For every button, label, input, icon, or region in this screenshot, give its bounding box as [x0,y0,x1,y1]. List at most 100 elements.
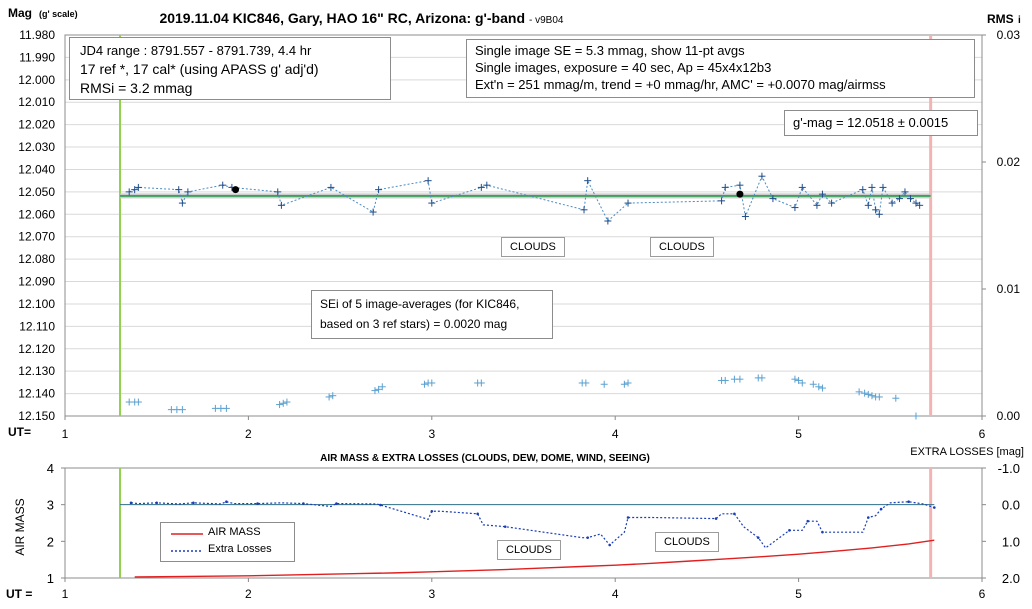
extra-losses-point [586,536,589,539]
magnitude-point [184,188,192,196]
rms-point [222,404,230,412]
rms-point [279,399,287,407]
magnitude-point [888,199,896,207]
plot-frame [64,34,983,417]
rms-point [815,383,823,391]
extra-losses-point [879,507,883,511]
bottom-x-tick-label: 1 [62,587,69,601]
magnitude-point [912,199,920,207]
magnitude-point [175,186,183,194]
bottom-y-tick-label: 2 [47,534,54,549]
y-tick-label: 12.090 [18,275,55,289]
rms-point [620,380,628,388]
x-tick-label: 2 [245,427,252,441]
y2-tick-label: 0.03 [997,28,1021,42]
extra-losses-axis-title: EXTRA LOSSES [mag] [910,446,1024,458]
magnitude-point [916,201,924,209]
rms-point [276,401,284,409]
rms-point [378,383,386,391]
bottom-clouds-label-1: CLOUDS [497,540,561,560]
extra-losses-point [907,500,910,504]
x-axis-label-top: UT= [8,425,31,439]
extra-losses-point [733,512,736,516]
bottom-chart-title: AIR MASS & EXTRA LOSSES (CLOUDS, DEW, DO… [320,453,650,464]
y-axis-label-sub: (g' scale) [39,9,78,19]
magnitude-point [721,183,729,191]
y2-tick-label: 0.00 [997,409,1021,423]
gmag-box: g'-mag = 12.0518 ± 0.0015 [784,110,978,136]
x-axis-label-bottom: UT = [6,587,32,601]
extra-losses-point [476,512,479,516]
bottom-y2-tick-label: 0.0 [1002,498,1020,513]
rms-point [864,390,872,398]
air-mass-line [134,539,935,578]
sei-box: SEi of 5 image-averages (for KIC846, bas… [311,290,553,339]
rms-axis-label-sub: i [1018,15,1021,26]
legend-losses-swatch [171,550,203,552]
rms-point [134,398,142,406]
legend-airmass-swatch [171,533,203,535]
legend-airmass-label: AIR MASS [208,526,261,538]
highlighted-point [736,190,744,198]
rms-point [721,376,729,384]
air-mass-axis-label: AIR MASS [13,498,27,555]
extra-losses-point [430,509,434,513]
magnitude-point [859,186,867,194]
y-tick-label: 12.150 [18,409,55,423]
info-box-jd-range: JD4 range : 8791.557 - 8791.739, 4.4 hr … [69,37,391,100]
info-line-exposure: Single images, exposure = 40 sec, Ap = 4… [475,60,772,75]
y-tick-label: 11.980 [19,28,55,42]
rms-point [855,388,863,396]
bottom-y-tick-label: 1 [47,571,54,586]
bottom-legend: AIR MASS Extra Losses [160,522,295,562]
info-line-extinction: Ext'n = 251 mmag/m, trend = +0 mmag/hr, … [475,77,886,92]
air-mass-plot: 1 2 3 4 -1.0 0.0 1.0 2.0 1 2 3 4 5 6 [47,461,1020,601]
magnitude-point [901,188,909,196]
rms-point [736,375,744,383]
magnitude-point [872,206,880,214]
y-axis-label-main: Mag [8,6,32,20]
extra-losses-point [225,500,228,504]
legend-losses-label: Extra Losses [208,543,272,555]
bottom-y2-tick-label: -1.0 [998,461,1020,476]
sei-line-1: SEi of 5 image-averages (for KIC846, [320,297,520,311]
bottom-x-tick-label: 6 [979,587,986,601]
rms-axis-label-main: RMS [987,12,1014,26]
magnitude-point [604,217,612,225]
y-tick-label: 12.130 [18,364,55,378]
extra-losses-point [256,502,259,505]
x-tick-label: 5 [795,427,802,441]
info-line-se: Single image SE = 5.3 mmag, show 11-pt a… [475,43,745,58]
y-tick-label: 12.010 [18,95,55,109]
magnitude-point [875,210,883,218]
rms-point [861,389,869,397]
rms-point [600,380,608,388]
magnitude-point [274,188,282,196]
rms-point [624,379,632,387]
rms-point [912,412,920,420]
extra-losses-point [302,502,305,505]
chart-title: 2019.11.04 KIC846, Gary, HAO 16" RC, Ari… [159,10,525,26]
version-label: - v9B04 [529,15,564,26]
extra-losses-point [756,536,760,539]
magnitude-point [718,197,726,205]
rms-point [791,375,799,383]
extra-losses-point [155,501,158,505]
magnitude-point [369,208,377,216]
magnitude-point [134,183,142,191]
y2-tick-label: 0.02 [997,155,1021,169]
magnitude-point [868,183,876,191]
magnitude-point [219,181,227,189]
y2-tick-label: 0.01 [997,282,1021,296]
magnitude-point [895,195,903,203]
y-tick-label: 12.050 [18,185,55,199]
magnitude-line [129,174,920,222]
rms-point [375,385,383,393]
rms-point [758,374,766,382]
rms-point [477,379,485,387]
magnitude-point [125,188,133,196]
magnitude-point [813,201,821,209]
extra-losses-point [788,529,791,532]
y-tick-label: 12.040 [18,162,55,176]
